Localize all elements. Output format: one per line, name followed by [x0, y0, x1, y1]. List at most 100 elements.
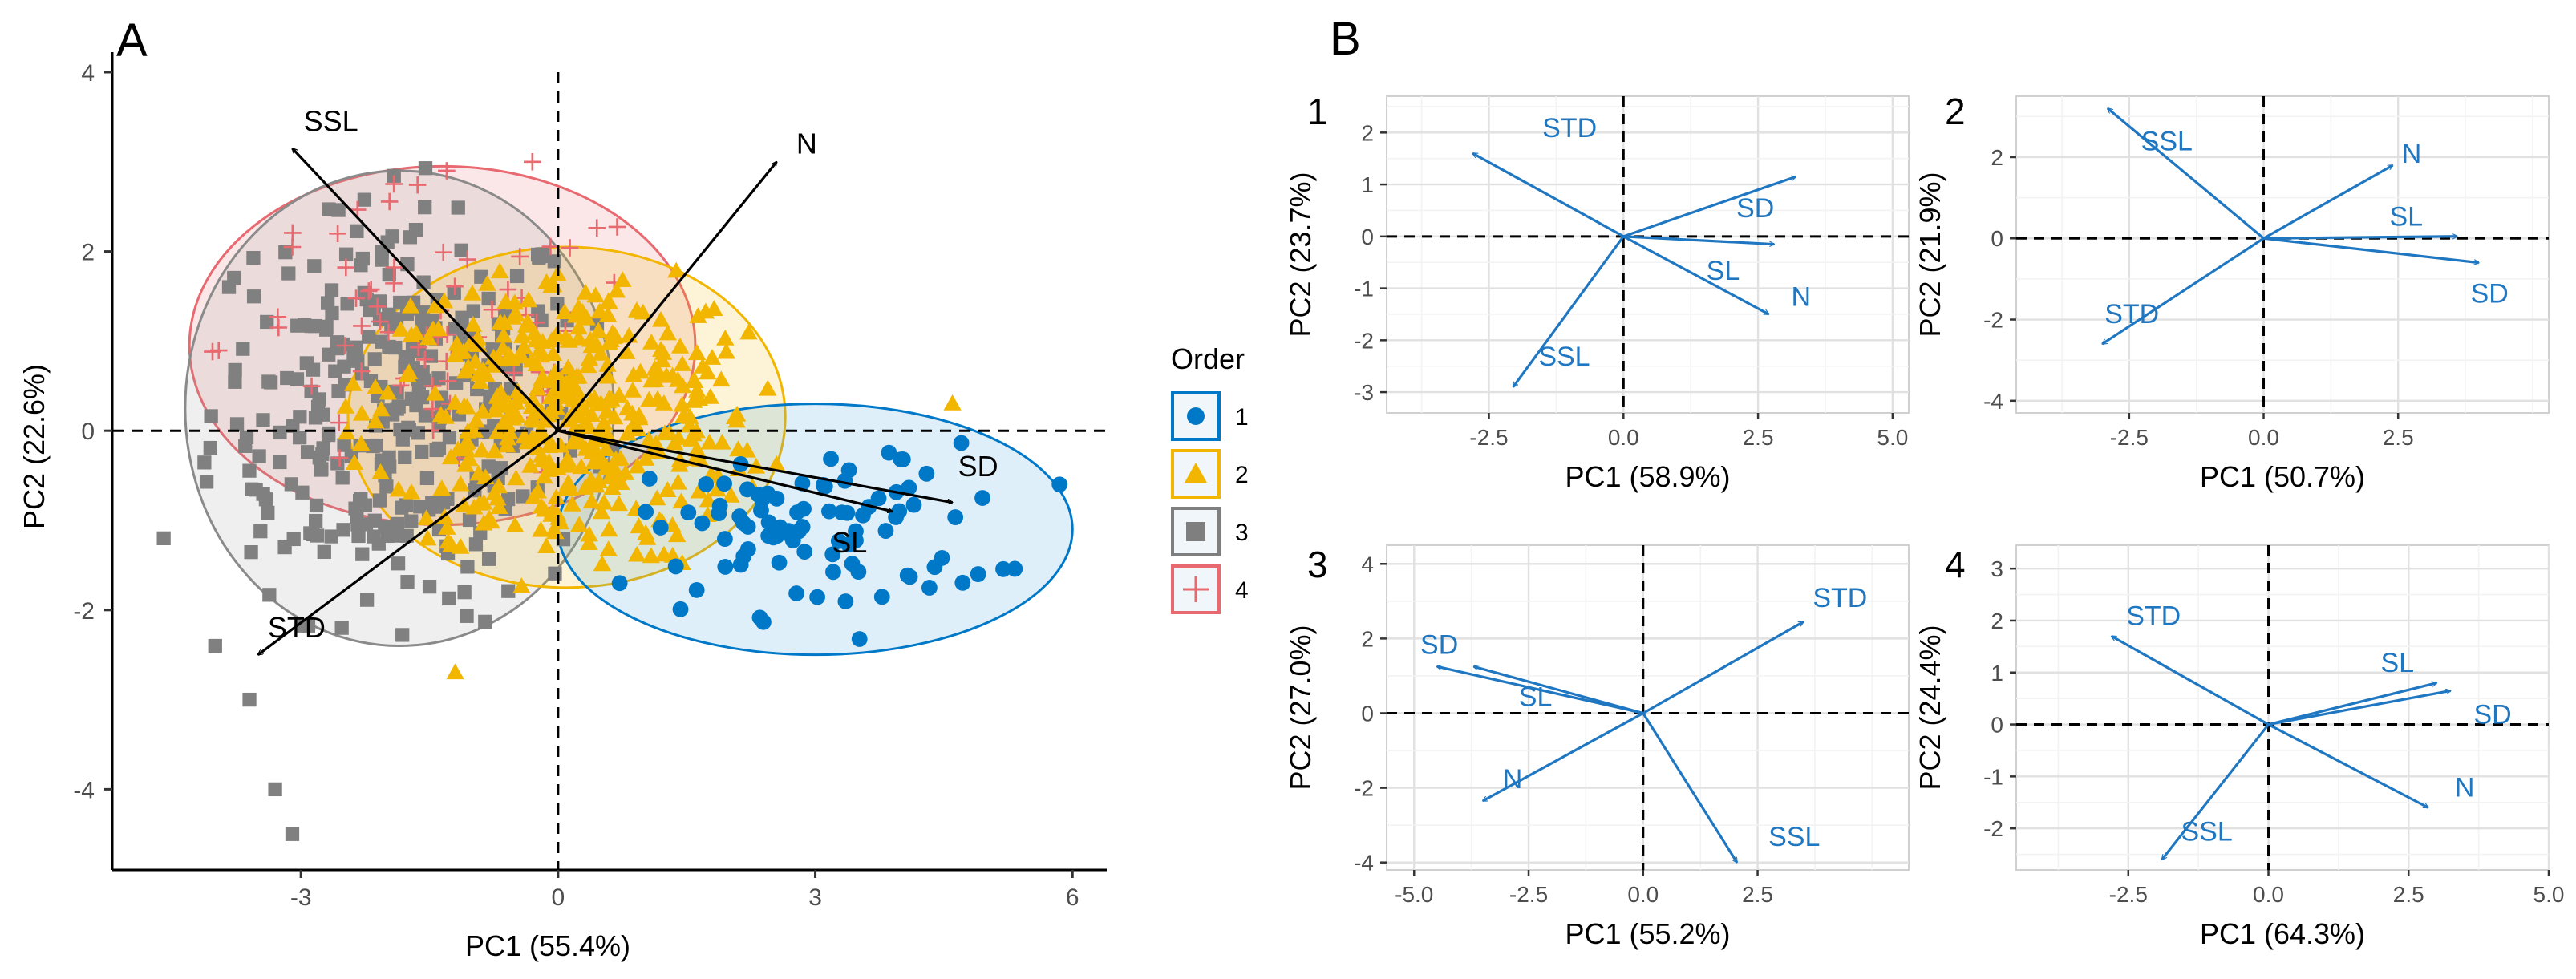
loading-arrow-sl: [2263, 237, 2457, 240]
point-order-2: [345, 454, 364, 471]
point-order-2: [532, 346, 551, 363]
x-axis-label: PC1 (64.3%): [2200, 917, 2365, 950]
panel-a: A SSL N SD SL STD -3 0 3 6 -4 -2 0 2 4 PC1 (55.4%) P…: [18, 14, 1107, 962]
point-order-1: [974, 490, 990, 506]
plot-background: [1386, 544, 1910, 871]
point-order-2: [627, 301, 646, 318]
point-order-2: [727, 411, 746, 428]
point-order-2: [507, 469, 525, 486]
loading-arrow-ssl: [1642, 712, 1739, 862]
point-order-3: [418, 161, 433, 176]
point-order-3: [328, 364, 342, 378]
point-order-2: [352, 435, 371, 451]
point-order-3: [481, 459, 496, 474]
point-order-3: [481, 552, 496, 566]
point-order-4: [385, 175, 403, 193]
point-order-2: [674, 407, 693, 423]
point-order-3: [442, 431, 457, 445]
point-order-4: [423, 400, 442, 418]
point-order-2: [610, 495, 628, 512]
point-order-3: [261, 505, 275, 520]
point-order-2: [564, 433, 582, 450]
point-order-2: [491, 313, 509, 330]
y-axis-label: PC2 (27.0%): [1284, 625, 1317, 790]
point-order-2: [768, 455, 786, 471]
point-order-4: [336, 337, 354, 354]
point-order-2: [371, 463, 390, 479]
point-order-2: [628, 545, 646, 562]
point-order-2: [701, 387, 719, 404]
point-order-2: [379, 383, 397, 400]
point-order-2: [473, 402, 492, 419]
point-order-2: [544, 345, 563, 362]
point-order-3: [388, 340, 403, 355]
point-order-2: [618, 424, 637, 441]
point-order-2: [572, 458, 591, 475]
point-order-2: [712, 370, 731, 387]
point-order-2: [485, 442, 504, 459]
point-order-2: [458, 398, 476, 415]
point-order-2: [419, 329, 438, 346]
legend-item-order-2: 2: [1171, 449, 1249, 499]
point-order-3: [531, 304, 545, 318]
point-order-3: [383, 459, 397, 474]
point-order-3: [415, 313, 429, 328]
loading-arrows: SSL N SD SL STD: [258, 104, 998, 656]
point-order-2: [475, 493, 493, 510]
point-order-3: [530, 247, 545, 262]
y-tick-label: 0: [1991, 226, 2003, 251]
point-order-3: [351, 528, 366, 544]
point-order-1: [652, 520, 669, 536]
point-order-3: [263, 375, 278, 390]
point-order-3: [425, 314, 439, 328]
point-order-2: [541, 388, 560, 405]
point-order-2: [446, 394, 464, 410]
point-order-2: [521, 456, 540, 473]
x-tick-label: -2.5: [2109, 882, 2148, 907]
loading-label-std: STD: [2104, 299, 2159, 330]
point-order-2: [466, 352, 484, 369]
point-order-3: [431, 441, 447, 456]
point-order-2: [366, 378, 385, 394]
point-order-2: [438, 519, 456, 535]
point-order-1: [1007, 560, 1023, 577]
x-tick-label: 0.0: [2248, 425, 2279, 450]
loading-arrow-std: [1642, 621, 1804, 714]
point-order-2: [582, 492, 601, 509]
loading-arrow-ssl: [2108, 108, 2265, 240]
point-order-4: [283, 238, 302, 256]
legend-symbol-square: [1186, 522, 1205, 541]
point-order-2: [672, 492, 691, 509]
point-order-2: [640, 390, 658, 407]
y-tick-label: 0: [1991, 713, 2003, 738]
point-order-3: [268, 782, 282, 797]
loading-arrow-ssl: [2161, 723, 2270, 860]
point-order-2: [722, 486, 740, 503]
point-order-2: [716, 329, 735, 346]
point-order-3: [415, 444, 429, 459]
point-order-3: [509, 269, 525, 284]
point-order-2: [713, 433, 731, 450]
point-order-2: [658, 481, 677, 497]
point-order-2: [457, 439, 476, 456]
plot-background: [2015, 95, 2550, 414]
point-order-3: [278, 245, 293, 260]
point-order-1: [739, 541, 756, 557]
point-order-3: [227, 270, 241, 285]
y-tick-label: -2: [1983, 816, 2003, 841]
subplot-label: 3: [1307, 544, 1328, 585]
loading-label-n: N: [1503, 764, 1523, 795]
point-order-1: [751, 609, 768, 626]
point-order-2: [523, 410, 541, 426]
point-order-3: [349, 340, 363, 354]
point-order-3: [362, 330, 376, 344]
point-order-3: [395, 500, 409, 515]
loading-label-sl: SL: [2380, 648, 2414, 678]
point-order-2: [577, 439, 595, 456]
y-tick-label: -2: [1354, 328, 1374, 353]
point-order-4: [588, 219, 606, 237]
point-order-3: [379, 479, 394, 494]
point-order-2: [598, 355, 617, 372]
x-tick-label: -2.5: [1509, 882, 1548, 907]
